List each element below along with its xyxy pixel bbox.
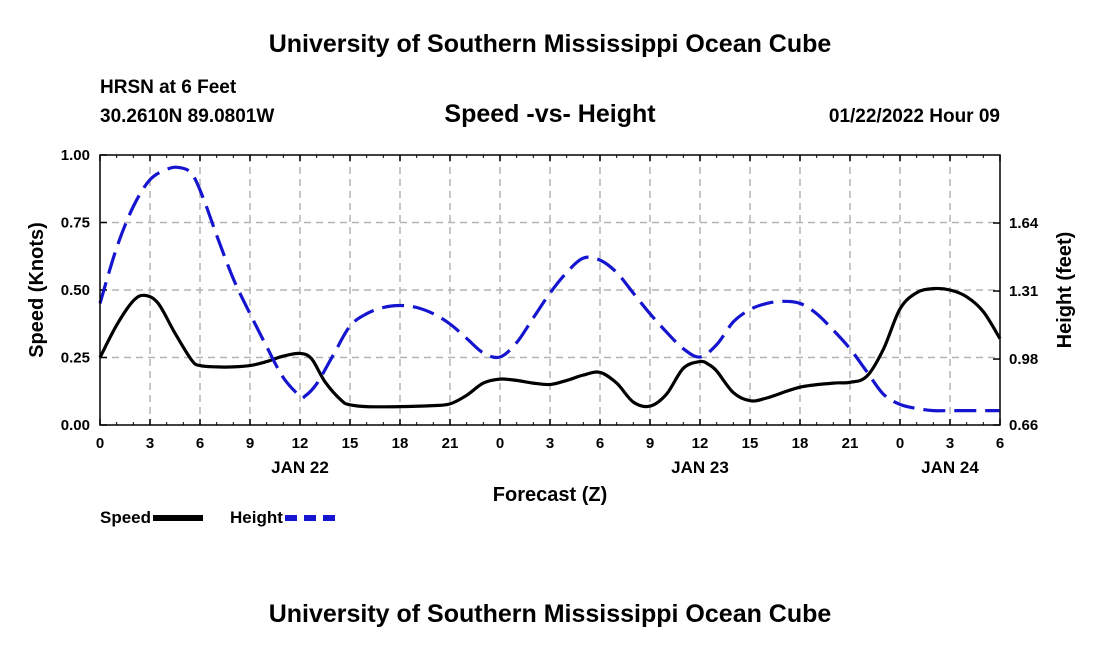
y2-tick-label: 1.31 — [1009, 283, 1038, 300]
y2-tick-label: 1.64 — [1009, 215, 1039, 232]
y-tick-label: 0.25 — [61, 350, 90, 367]
y2-axis-title: Height (feet) — [1054, 232, 1076, 349]
x-tick-label: 3 — [946, 435, 954, 452]
series — [98, 165, 1002, 413]
station-coordinates: 30.2610N 89.0801W — [100, 106, 275, 127]
x-tick-label: 6 — [196, 435, 204, 452]
date-label: JAN 23 — [671, 458, 729, 477]
legend-height-label: Height — [230, 508, 283, 527]
legend-speed-label: Speed — [100, 508, 152, 527]
date-label: JAN 22 — [271, 458, 329, 477]
y-tick-label: 0.00 — [61, 417, 90, 434]
x-tick-label: 3 — [546, 435, 554, 452]
x-tick-label: 6 — [596, 435, 604, 452]
station-name: HRSN at 6 Feet — [100, 77, 237, 98]
x-tick-label: 15 — [342, 435, 359, 452]
x-axis-title: Forecast (Z) — [493, 484, 607, 506]
x-tick-label: 12 — [692, 435, 709, 452]
x-tick-label: 6 — [996, 435, 1004, 452]
series-line-height — [98, 165, 1000, 413]
y-tick-label: 0.75 — [61, 215, 90, 232]
y2-tick-label: 0.66 — [1009, 417, 1038, 434]
x-tick-label: 12 — [292, 435, 309, 452]
legend-speed: Speed — [100, 508, 204, 528]
x-tick-label: 18 — [792, 435, 809, 452]
series-line-speed — [98, 286, 1002, 409]
x-tick-label: 21 — [442, 435, 459, 452]
y2-tick-label: 0.98 — [1009, 351, 1038, 368]
y-tick-label: 0.50 — [61, 282, 90, 299]
y-tick-label: 1.00 — [61, 147, 90, 164]
legend-height-swatch — [284, 515, 335, 521]
y-axis-title: Speed (Knots) — [26, 222, 48, 358]
axis-labels: 0 3 6 9 12 15 18 21 0 3 6 9 12 15 18 21 0 3 6 0.00 0.25 0.50 0… — [61, 147, 1039, 477]
chart-subtitle: Speed -vs- Height — [444, 100, 656, 128]
x-tick-label: 0 — [96, 435, 104, 452]
x-tick-label: 15 — [742, 435, 759, 452]
legend-speed-swatch — [153, 515, 204, 521]
footer-title: University of Southern Mississippi Ocean… — [268, 600, 832, 628]
x-tick-label: 9 — [646, 435, 654, 452]
x-tick-label: 0 — [496, 435, 504, 452]
forecast-datestamp: 01/22/2022 Hour 09 — [828, 106, 1000, 127]
x-tick-label: 0 — [896, 435, 904, 452]
x-tick-label: 3 — [146, 435, 154, 452]
x-tick-label: 9 — [246, 435, 254, 452]
date-label: JAN 24 — [921, 458, 979, 477]
plot-frame — [99, 154, 1001, 426]
chart-title: University of Southern Mississippi Ocean… — [268, 30, 832, 58]
axis-ticks — [99, 154, 1001, 426]
x-tick-label: 18 — [392, 435, 409, 452]
legend-height: Height — [230, 508, 335, 528]
x-tick-label: 21 — [842, 435, 859, 452]
